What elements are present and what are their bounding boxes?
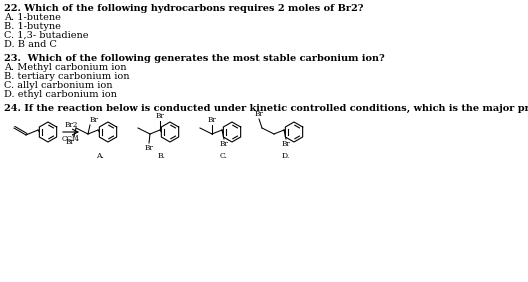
Text: Br2: Br2	[64, 121, 78, 129]
Text: Br: Br	[220, 140, 229, 148]
Text: CCl4: CCl4	[62, 135, 80, 143]
Text: Br: Br	[156, 112, 164, 120]
Text: A.: A.	[96, 152, 104, 160]
Text: D.: D.	[282, 152, 290, 160]
Text: C. allyl carbonium ion: C. allyl carbonium ion	[4, 81, 112, 90]
Text: B. 1-butyne: B. 1-butyne	[4, 22, 61, 31]
Text: B. tertiary carbonium ion: B. tertiary carbonium ion	[4, 72, 129, 81]
Text: Br: Br	[281, 140, 290, 148]
Text: Br: Br	[208, 116, 216, 124]
Text: Br: Br	[65, 138, 74, 146]
Text: 22. Which of the following hydrocarbons requires 2 moles of Br2?: 22. Which of the following hydrocarbons …	[4, 4, 363, 13]
Text: C.: C.	[220, 152, 228, 160]
Text: 23.  Which of the following generates the most stable carbonium ion?: 23. Which of the following generates the…	[4, 54, 385, 63]
Text: D. ethyl carbonium ion: D. ethyl carbonium ion	[4, 90, 117, 99]
Text: D. B and C: D. B and C	[4, 40, 57, 49]
Text: Br: Br	[254, 110, 263, 118]
Text: A. 1-butene: A. 1-butene	[4, 13, 61, 22]
Text: C. 1,3- butadiene: C. 1,3- butadiene	[4, 31, 89, 40]
Text: B.: B.	[158, 152, 166, 160]
Text: Br: Br	[145, 144, 153, 152]
Text: A. Methyl carbonium ion: A. Methyl carbonium ion	[4, 63, 127, 72]
Text: 24. If the reaction below is conducted under kinetic controlled conditions, whic: 24. If the reaction below is conducted u…	[4, 104, 528, 113]
Text: Br: Br	[90, 116, 99, 124]
